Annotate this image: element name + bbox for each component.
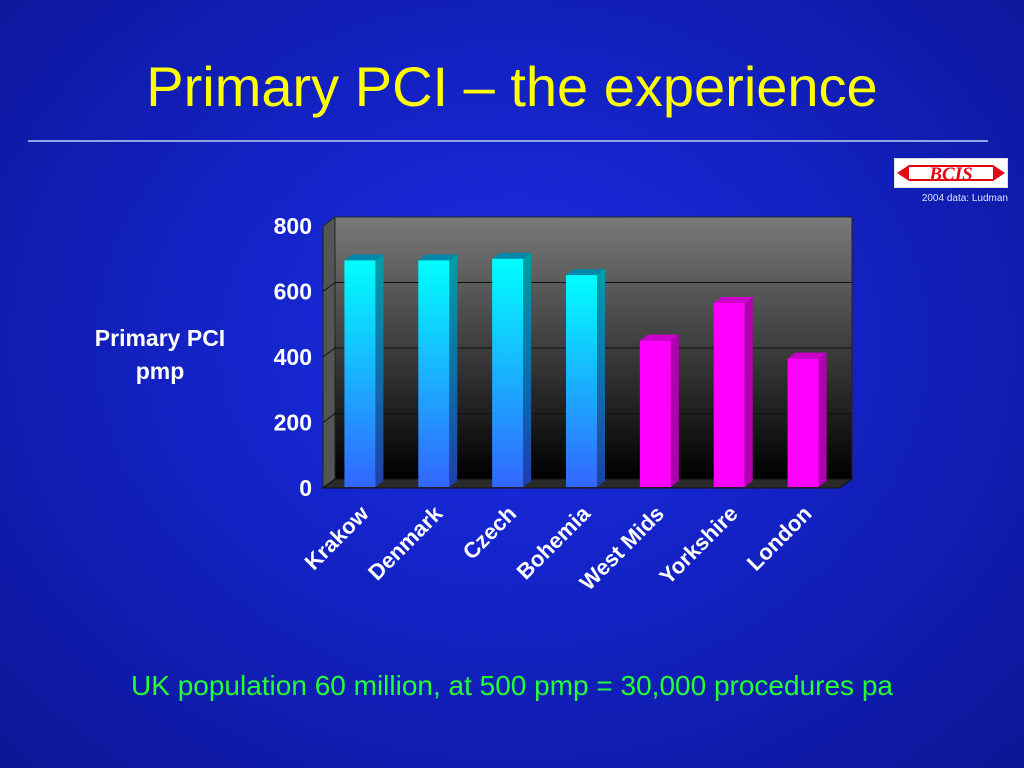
logo-left-arrow-icon [897,165,909,181]
bar-side [375,254,384,487]
bar-side [523,252,532,487]
logo-text: BCIS [928,164,972,185]
bar-top [713,296,753,303]
logo-bottom-rule [909,179,993,181]
bar-top [344,254,384,261]
bar-side [744,296,753,487]
bar-side [818,352,827,487]
bar-side [449,254,458,487]
bar-denmark [418,260,450,487]
bar-top [492,252,532,259]
y-axis-label: Primary PCI pmp [94,325,226,384]
bar-czech [492,258,524,487]
bar-bohemia [566,275,597,487]
bcis-logo: BCIS [894,158,1008,188]
bar-london [787,358,819,487]
slide-title: Primary PCI – the experience [146,55,878,118]
x-tick-label: Yorkshire [654,501,742,589]
gridline-side [322,413,336,423]
logo-top-rule [909,165,993,167]
y-tick-label: 800 [274,213,312,239]
x-tick-label: Czech [458,501,521,564]
logo-right-arrow-icon [993,165,1005,181]
bar-side [670,334,679,487]
y-tick-label: 400 [274,344,312,370]
gridline-side [322,282,336,292]
x-tick-label: Krakow [300,500,374,574]
gridline-side [322,347,336,358]
x-tick-label: London [742,501,817,576]
source-note: 2004 data: Ludman [921,193,1008,204]
y-tick-label: 0 [299,475,312,501]
footer-text: UK population 60 million, at 500 pmp = 3… [131,670,893,701]
y-tick-label: 200 [274,410,312,436]
bar-top [418,254,458,261]
bar-west-mids [639,340,671,487]
bar-top [566,269,605,276]
title-divider [28,140,988,142]
bar-top [787,352,827,359]
bar-side [597,269,605,487]
x-tick-label: Denmark [363,500,448,585]
bar-top [639,334,679,341]
bar-yorkshire [713,302,745,487]
bar-krakow [344,260,376,487]
bcis-logo-graphic: BCIS [897,164,1005,185]
y-tick-label: 600 [274,279,312,305]
